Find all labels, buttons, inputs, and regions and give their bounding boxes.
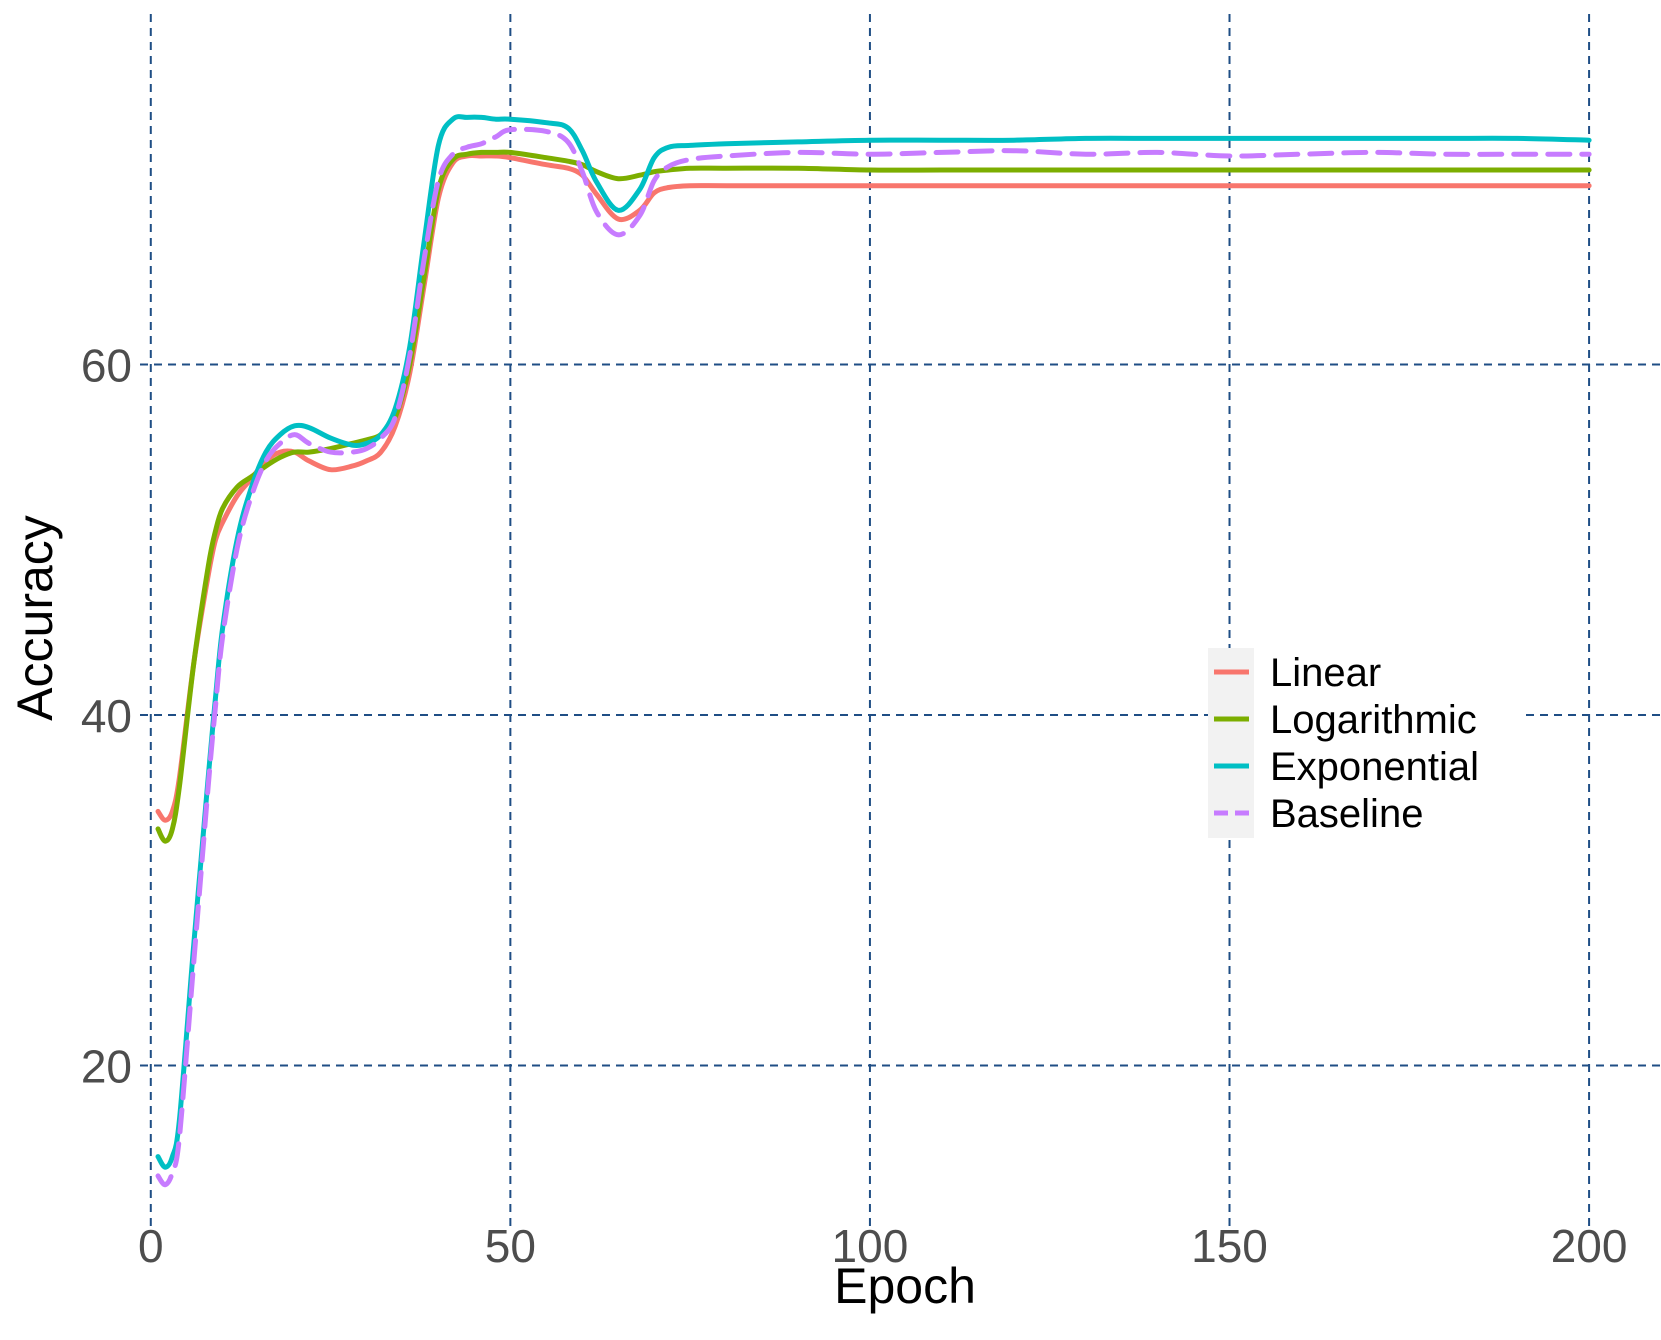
y-tick-label: 20 [81, 1041, 132, 1093]
series-line-baseline [155, 126, 1592, 1188]
tick-labels: 0 50 100 150 200 20 40 60 [81, 340, 1628, 1272]
x-tick-label: 150 [1191, 1220, 1268, 1272]
y-tick-label: 40 [81, 690, 132, 742]
y-tick-label: 60 [81, 340, 132, 392]
legend-backdrop [1254, 648, 1524, 838]
legend-label-exponential: Exponential [1270, 745, 1479, 789]
legend-label-baseline: Baseline [1270, 792, 1423, 836]
legend-label-linear: Linear [1270, 651, 1381, 695]
x-axis-title: Epoch [834, 1258, 976, 1314]
x-tick-label: 200 [1551, 1220, 1628, 1272]
legend-background [1208, 648, 1254, 838]
x-tick-label: 100 [832, 1220, 909, 1272]
x-tick-label: 0 [138, 1220, 164, 1272]
series-layer [155, 114, 1592, 1188]
series-line-exponential [155, 114, 1592, 1170]
series-line-linear [155, 152, 1592, 823]
y-axis-title: Accuracy [7, 515, 63, 721]
legend-label-logarithmic: Logarithmic [1270, 698, 1477, 742]
series-line-logarithmic [155, 149, 1592, 844]
x-tick-label: 50 [485, 1220, 536, 1272]
grid [140, 14, 1661, 1232]
